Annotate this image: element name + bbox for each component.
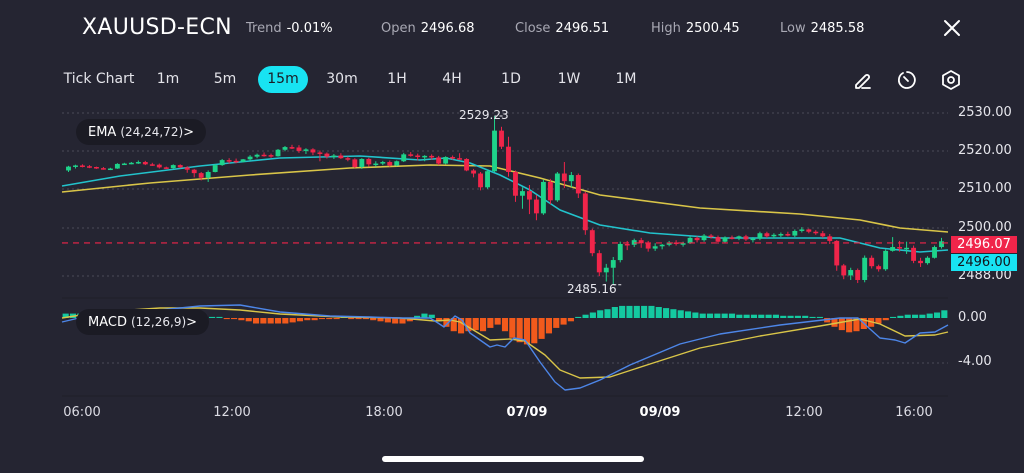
tab-tick-chart[interactable]: Tick Chart [63,71,135,87]
ema-params: (24,24,72) [120,125,184,139]
tab-1m[interactable]: 1m [156,71,180,87]
time-axis-label: 12:00 [213,405,251,420]
price-axis-label: 2500.00 [958,220,1012,235]
candlesticks [66,115,944,285]
macd-histogram [62,305,948,345]
tab-1h[interactable]: 1H [387,71,407,87]
stat-low: Low 2485.58 [780,21,864,36]
stat-label: Close [515,21,551,36]
time-axis-label: 12:00 [785,405,823,420]
home-indicator [382,456,644,462]
stat-open: Open 2496.68 [381,21,475,36]
draw-pencil-icon [855,74,871,89]
price-axis-label: 2510.00 [958,181,1012,196]
macd-indicator-pill[interactable]: MACD (12,26,9)> [76,309,210,335]
ema-indicator-pill[interactable]: EMA (24,24,72)> [76,119,207,145]
indicator-lines [61,155,949,391]
tab-30m[interactable]: 30m [326,71,358,87]
stat-label: Low [780,21,806,36]
time-axis-label: 09/09 [639,405,681,420]
settings-hexagon-icon [942,70,960,90]
stat-value: 2500.45 [685,21,740,36]
low-marker-label: 2485.16 [567,282,617,296]
macd-params: (12,26,9) [130,315,187,329]
ask-price-tag: 2496.00 [951,254,1017,271]
tab-1w[interactable]: 1W [557,71,581,87]
timer-button[interactable] [895,68,919,92]
close-icon [944,20,960,36]
settings-button[interactable] [939,68,963,92]
price-markers [62,115,948,286]
stat-value: 2496.68 [420,21,475,36]
stat-value: -0.01% [286,21,333,36]
stat-value: 2496.51 [555,21,610,36]
price-axis-label: 2488.00 [958,268,1012,283]
stat-label: High [651,21,681,36]
price-axis-label: 2520.00 [958,143,1012,158]
time-axis-label: 07/09 [506,405,548,420]
tab-15m[interactable]: 15m [258,66,308,93]
time-axis-label: 18:00 [365,405,403,420]
close-button[interactable] [940,16,964,40]
timeframe-bar: Tick Chart 1m 5m 15m 30m 1H 4H 1D 1W 1M [0,66,1024,96]
macd-axis-label: -4.00 [958,354,992,369]
time-axis-label: 16:00 [895,405,933,420]
grid-lines [62,112,948,397]
stat-high: High 2500.45 [651,21,740,36]
stat-label: Trend [246,21,282,36]
time-axis-label: 06:00 [63,405,101,420]
chevron-right-icon: > [183,125,195,140]
timer-icon [898,71,916,89]
tab-1d[interactable]: 1D [501,71,521,87]
symbol-title: XAUUSD-ECN [82,15,232,40]
stat-trend: Trend -0.01% [246,21,333,36]
stat-value: 2485.58 [810,21,865,36]
stat-close: Close 2496.51 [515,21,609,36]
tab-4h[interactable]: 4H [442,71,462,87]
macd-label: MACD [88,315,127,330]
bid-price-tag: 2496.07 [951,236,1017,253]
high-marker-label: 2529.23 [459,108,509,122]
tab-1m-month[interactable]: 1M [615,71,637,87]
ema-label: EMA [88,125,117,140]
tab-5m[interactable]: 5m [213,71,237,87]
stat-label: Open [381,21,416,36]
price-axis-label: 2530.00 [958,105,1012,120]
draw-button[interactable] [851,68,875,92]
chart-header: XAUUSD-ECN Trend -0.01% Open 2496.68 Close… [0,0,1024,58]
macd-axis-label: 0.00 [958,310,987,325]
chevron-right-icon: > [186,315,198,330]
